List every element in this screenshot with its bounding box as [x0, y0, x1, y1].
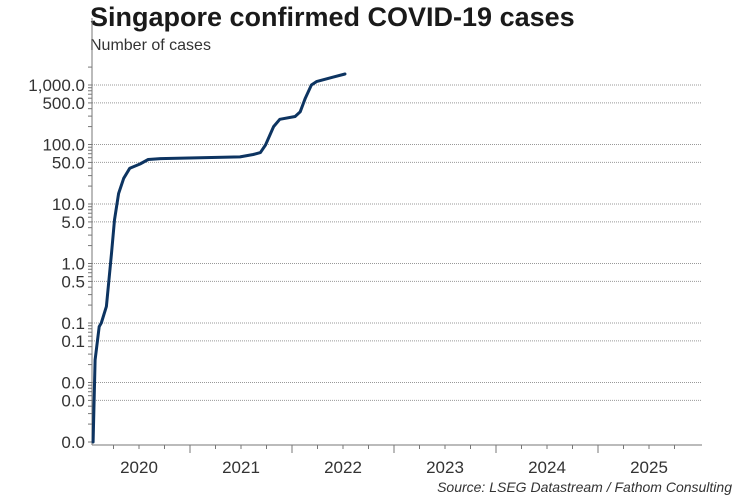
x-tick-label: 2021 [222, 458, 260, 477]
chart-subtitle: Number of cases [90, 37, 211, 54]
y-tick-label: 0.1 [61, 314, 85, 333]
y-tick-label: 50.0 [52, 153, 85, 172]
y-tick-label: 0.0 [61, 374, 85, 393]
y-tick-label: 1.0 [61, 255, 85, 274]
y-tick-label: 500.0 [42, 94, 85, 113]
x-tick-label: 2024 [528, 458, 566, 477]
x-tick-label: 2020 [120, 458, 158, 477]
source-note: Source: LSEG Datastream / Fathom Consult… [437, 479, 732, 495]
x-tick-label: 2025 [630, 458, 668, 477]
y-tick-label: 10.0 [52, 195, 85, 214]
y-tick-label: 0.5 [61, 272, 85, 291]
y-tick-label: 0.1 [61, 332, 85, 351]
y-tick-label: 1,000.0 [28, 76, 85, 95]
chart-title: Singapore confirmed COVID-19 cases [90, 2, 575, 32]
y-tick-label: 0.0 [61, 391, 85, 410]
y-tick-label: 0.0 [61, 433, 85, 452]
y-tick-label: 5.0 [61, 213, 85, 232]
x-tick-label: 2022 [324, 458, 362, 477]
y-tick-label: 100.0 [42, 136, 85, 155]
series-line [91, 72, 347, 444]
x-tick-label: 2023 [426, 458, 464, 477]
